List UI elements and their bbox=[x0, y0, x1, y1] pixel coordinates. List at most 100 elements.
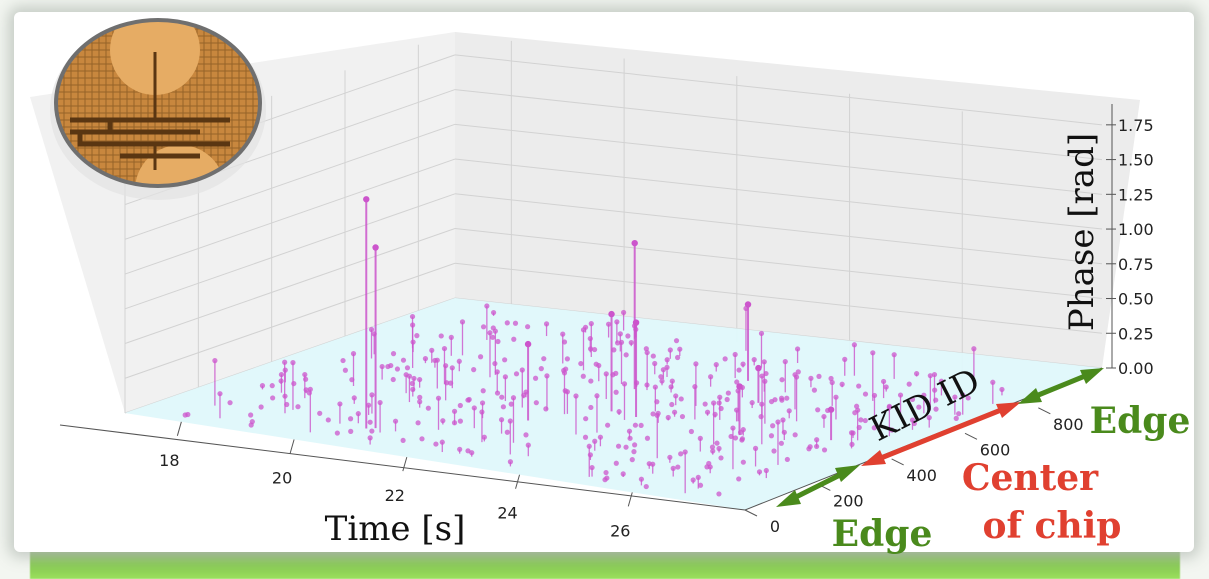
event-marker bbox=[933, 397, 939, 403]
event-marker bbox=[465, 397, 471, 403]
event-marker bbox=[525, 442, 531, 457]
event-marker bbox=[740, 361, 746, 368]
event-marker bbox=[519, 367, 525, 408]
event-marker bbox=[419, 436, 425, 442]
event-marker bbox=[730, 425, 736, 470]
event-marker bbox=[768, 433, 775, 439]
event-marker bbox=[340, 357, 346, 364]
event-marker bbox=[291, 380, 297, 387]
event-marker bbox=[504, 429, 510, 435]
event-marker bbox=[495, 338, 501, 345]
event-marker bbox=[602, 477, 608, 483]
event-marker bbox=[484, 303, 490, 340]
grass-border-decoration bbox=[30, 548, 1180, 579]
event-marker bbox=[295, 404, 301, 410]
event-marker bbox=[971, 346, 977, 391]
event-marker bbox=[440, 418, 446, 425]
event-marker bbox=[782, 359, 788, 393]
event-marker bbox=[749, 400, 755, 409]
event-marker bbox=[613, 460, 619, 466]
event-marker bbox=[650, 353, 656, 359]
event-marker bbox=[561, 370, 568, 415]
event-marker bbox=[348, 428, 354, 435]
event-spike bbox=[608, 310, 615, 412]
event-marker bbox=[259, 383, 266, 390]
event-marker bbox=[716, 491, 722, 497]
event-marker bbox=[591, 346, 598, 353]
event-marker bbox=[444, 380, 450, 386]
event-marker bbox=[693, 361, 699, 406]
event-marker bbox=[532, 375, 539, 381]
event-marker bbox=[582, 324, 589, 333]
event-marker bbox=[623, 352, 629, 358]
center-label-line2: of chip bbox=[983, 505, 1122, 547]
event-marker bbox=[652, 360, 658, 375]
event-marker bbox=[525, 324, 531, 330]
event-marker bbox=[909, 396, 916, 402]
event-marker bbox=[414, 333, 420, 339]
event-marker bbox=[716, 445, 722, 453]
event-marker bbox=[588, 404, 594, 411]
event-marker bbox=[768, 398, 775, 405]
event-marker bbox=[740, 459, 746, 465]
event-marker bbox=[592, 438, 598, 451]
event-marker bbox=[342, 367, 348, 373]
z-tick-label: 1.50 bbox=[1118, 151, 1154, 170]
event-marker bbox=[665, 414, 671, 421]
event-marker bbox=[763, 467, 769, 479]
event-marker bbox=[459, 319, 466, 356]
event-marker bbox=[508, 401, 514, 407]
event-marker bbox=[349, 377, 355, 383]
edge-label-low: Edge bbox=[832, 513, 933, 555]
event-marker bbox=[965, 395, 971, 401]
event-marker bbox=[644, 382, 650, 391]
event-marker bbox=[675, 464, 681, 470]
event-marker bbox=[457, 446, 463, 454]
event-marker bbox=[417, 399, 423, 408]
event-marker bbox=[415, 420, 421, 426]
highlighted-events bbox=[363, 196, 835, 441]
event-marker bbox=[953, 415, 959, 421]
event-marker bbox=[623, 444, 629, 450]
event-marker bbox=[498, 417, 505, 434]
event-marker bbox=[249, 419, 255, 425]
event-marker bbox=[927, 373, 933, 411]
event-marker bbox=[417, 376, 423, 388]
y-tick-label: 0 bbox=[770, 517, 780, 536]
event-marker bbox=[758, 414, 764, 420]
z-ticks: 0.00 0.25 0.50 0.75 1.00 1.25 1.50 1.75 bbox=[1106, 116, 1154, 378]
event-marker bbox=[652, 384, 658, 412]
event-marker bbox=[688, 428, 695, 435]
event-marker bbox=[732, 351, 738, 379]
event-marker bbox=[621, 309, 627, 331]
event-marker bbox=[999, 386, 1005, 396]
event-marker bbox=[613, 370, 619, 376]
event-marker bbox=[855, 407, 861, 441]
event-marker bbox=[212, 358, 218, 406]
event-marker bbox=[658, 374, 664, 380]
event-marker bbox=[833, 394, 839, 420]
event-marker bbox=[502, 357, 508, 363]
event-marker bbox=[621, 381, 628, 420]
event-marker bbox=[704, 464, 710, 470]
event-marker bbox=[366, 402, 372, 415]
event-marker bbox=[477, 354, 484, 360]
event-marker bbox=[926, 415, 932, 428]
event-marker bbox=[667, 347, 673, 359]
event-marker bbox=[697, 482, 704, 488]
event-marker bbox=[182, 412, 188, 418]
event-marker bbox=[724, 396, 730, 403]
y-tick-label: 800 bbox=[1053, 415, 1084, 434]
event-marker bbox=[638, 476, 645, 486]
event-marker bbox=[708, 374, 714, 387]
event-marker bbox=[716, 400, 722, 406]
event-marker bbox=[709, 444, 716, 450]
event-marker bbox=[718, 405, 724, 412]
event-marker bbox=[771, 448, 777, 454]
event-marker bbox=[792, 432, 798, 438]
event-marker bbox=[673, 393, 679, 406]
event-marker bbox=[586, 443, 592, 477]
event-marker bbox=[227, 400, 233, 406]
event-marker bbox=[702, 401, 708, 407]
event-marker bbox=[603, 469, 609, 476]
